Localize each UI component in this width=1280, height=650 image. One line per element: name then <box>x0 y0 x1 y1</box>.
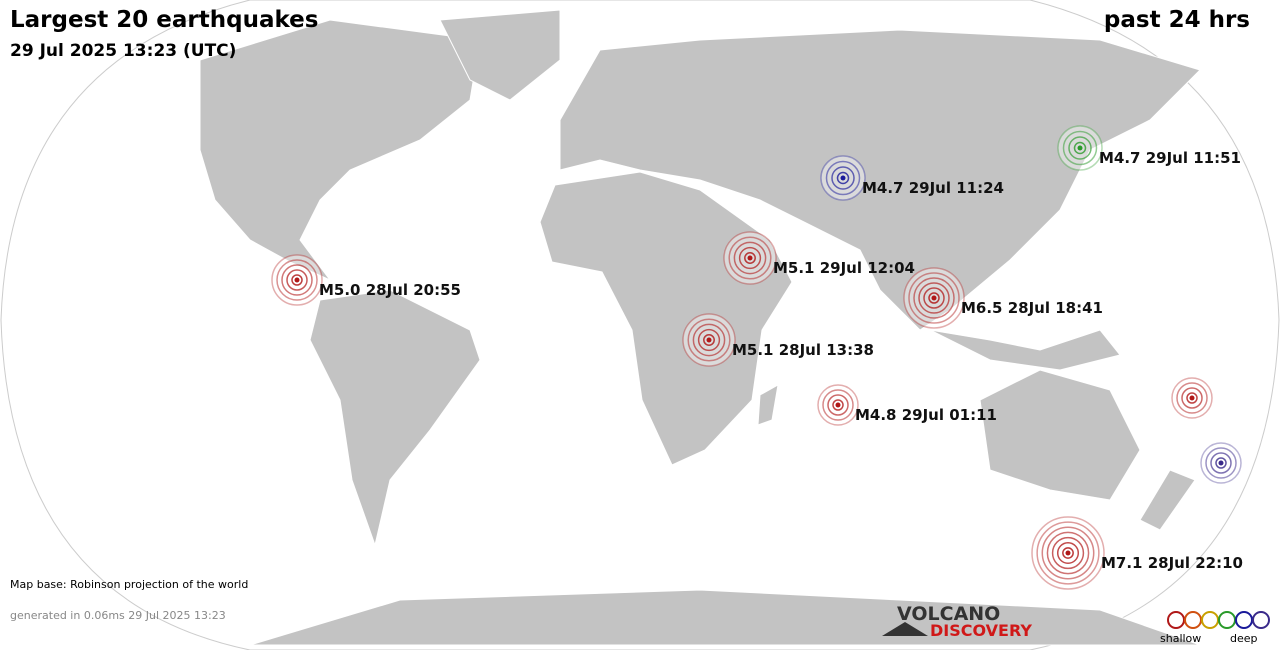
quake-ring <box>908 272 960 324</box>
quake-ring <box>831 166 855 190</box>
quake-ring <box>832 399 844 411</box>
quake-center <box>1218 460 1224 466</box>
quake-ring <box>733 241 767 275</box>
quake-center <box>747 255 753 261</box>
quake-label: M4.8 29Jul 01:11 <box>855 406 997 424</box>
quake-center <box>931 295 937 301</box>
quake-ring <box>1036 521 1100 585</box>
legend-deep: deep <box>1230 632 1258 645</box>
legend-shallow: shallow <box>1160 632 1201 645</box>
quake-center <box>706 337 712 343</box>
quake-ring <box>1068 136 1092 160</box>
quake-ring <box>291 274 303 286</box>
quake-ring <box>913 277 955 319</box>
quake-label: M5.0 28Jul 20:55 <box>319 281 461 299</box>
quake-center <box>294 277 300 283</box>
quake-ring <box>728 236 772 280</box>
map-base: Map base: Robinson projection of the wor… <box>10 578 248 591</box>
quake-ring <box>687 318 731 362</box>
period: past 24 hrs <box>1104 7 1250 33</box>
quake-ring <box>692 323 726 357</box>
quake-center <box>1189 395 1195 401</box>
quake-ring <box>1210 452 1232 474</box>
quake-ring <box>1186 392 1198 404</box>
quake-label: M5.1 28Jul 13:38 <box>732 341 874 359</box>
quake-ring <box>281 264 313 296</box>
quake-ring <box>1056 541 1080 565</box>
quake-ring <box>1062 547 1074 559</box>
quake-ring <box>697 328 721 352</box>
quake-center <box>1077 145 1083 151</box>
quake-label: M4.7 29Jul 11:24 <box>862 179 1004 197</box>
quake-ring <box>744 252 756 264</box>
quake-ring <box>836 171 850 185</box>
quake-label: M7.1 28Jul 22:10 <box>1101 554 1243 572</box>
quake-center <box>835 402 841 408</box>
quake-ring <box>1215 457 1227 469</box>
quake-ring <box>738 246 762 270</box>
quake-ring <box>1041 526 1095 580</box>
generated: generated in 0.06ms 29 Jul 2025 13:23 <box>10 609 226 622</box>
quake-ring <box>1181 387 1203 409</box>
quake-ring <box>918 282 950 314</box>
quake-ring <box>825 160 861 196</box>
depth-legend <box>1167 611 1270 629</box>
quake-ring <box>822 389 854 421</box>
quake-ring <box>1073 141 1087 155</box>
quake-ring <box>928 292 940 304</box>
quake-ring <box>1046 531 1090 575</box>
quake-label: M5.1 29Jul 12:04 <box>773 259 915 277</box>
quake-ring <box>1176 382 1208 414</box>
quake-label: M6.5 28Jul 18:41 <box>961 299 1103 317</box>
quake-ring <box>276 259 318 301</box>
quake-ring <box>827 394 849 416</box>
quake-ring <box>703 334 715 346</box>
logo-bottom: DISCOVERY <box>930 621 1032 640</box>
title: Largest 20 earthquakes <box>10 7 318 33</box>
quake-ring <box>1062 130 1098 166</box>
logo-icon <box>882 622 928 636</box>
quake-ring <box>1051 536 1085 570</box>
logo-top: VOLCANO <box>897 603 1000 625</box>
land <box>199 9 1201 646</box>
quake-label: M4.7 29Jul 11:51 <box>1099 149 1241 167</box>
quake-ring <box>923 287 945 309</box>
quake-ring <box>286 269 308 291</box>
subtitle: 29 Jul 2025 13:23 (UTC) <box>10 41 236 61</box>
quake-center <box>1065 550 1071 556</box>
quake-ring <box>1205 447 1237 479</box>
quake-center <box>840 175 846 181</box>
